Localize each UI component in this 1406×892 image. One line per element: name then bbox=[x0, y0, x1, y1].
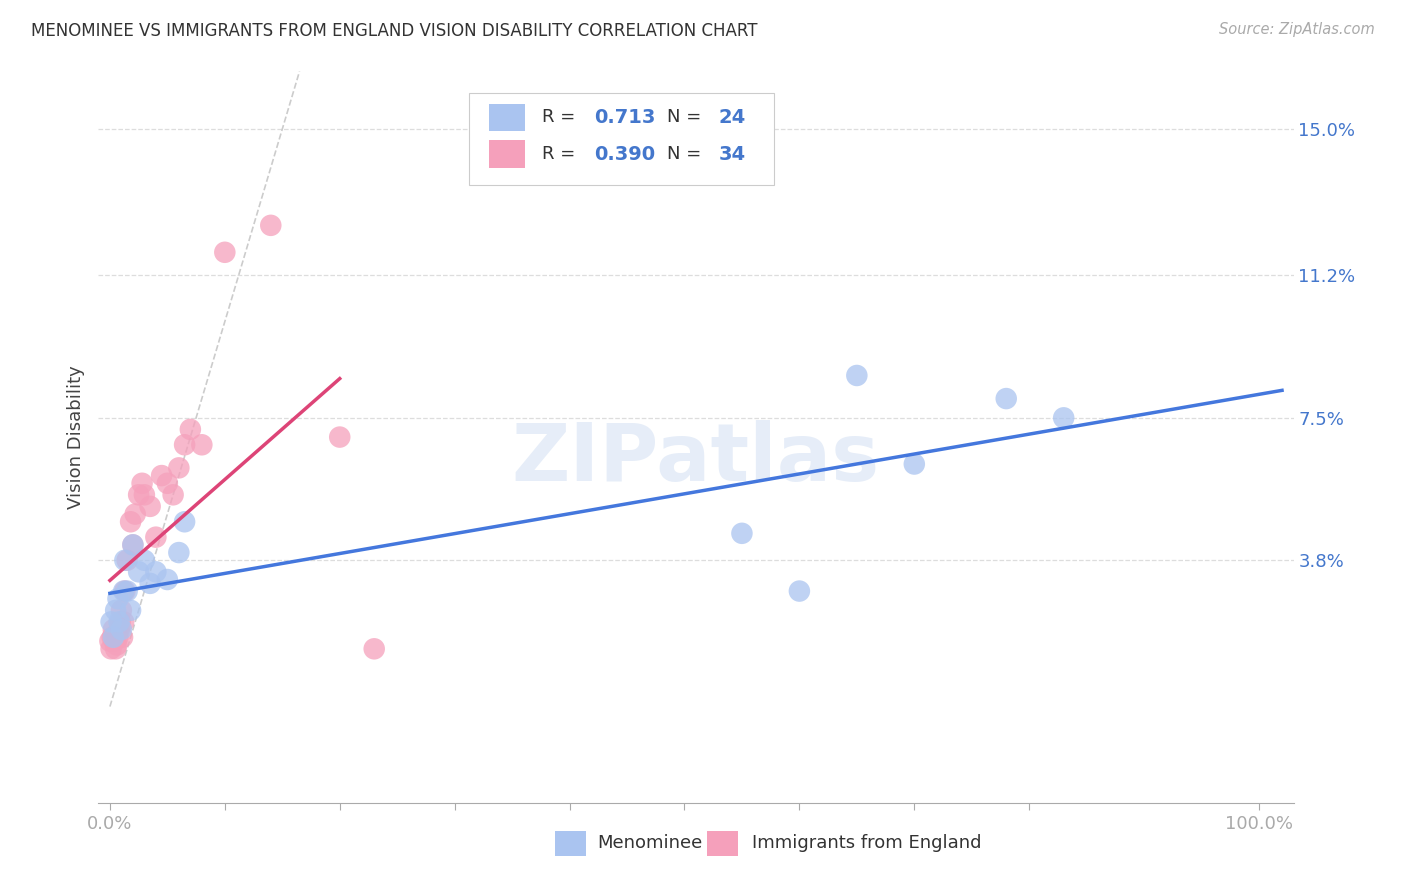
FancyBboxPatch shape bbox=[555, 831, 586, 856]
Point bbox=[115, 553, 138, 567]
Point bbox=[114, 584, 136, 599]
Y-axis label: Vision Disability: Vision Disability bbox=[66, 365, 84, 509]
Text: ZIPatlas: ZIPatlas bbox=[512, 420, 880, 498]
Point bbox=[173, 515, 195, 529]
Point bbox=[363, 641, 385, 656]
FancyBboxPatch shape bbox=[489, 103, 524, 131]
Point bbox=[167, 461, 190, 475]
FancyBboxPatch shape bbox=[707, 831, 738, 856]
Point bbox=[134, 488, 156, 502]
Point bbox=[112, 584, 135, 599]
Point bbox=[903, 457, 925, 471]
FancyBboxPatch shape bbox=[470, 94, 773, 185]
Point bbox=[145, 530, 167, 544]
Point bbox=[731, 526, 754, 541]
Point bbox=[789, 584, 811, 599]
Point bbox=[108, 615, 131, 629]
Point bbox=[100, 641, 122, 656]
Point bbox=[162, 488, 184, 502]
Text: N =: N = bbox=[668, 145, 707, 163]
Point bbox=[115, 584, 138, 599]
Point bbox=[98, 634, 121, 648]
FancyBboxPatch shape bbox=[489, 140, 524, 168]
Text: 0.390: 0.390 bbox=[595, 145, 655, 163]
Point bbox=[100, 615, 122, 629]
Text: Menominee: Menominee bbox=[598, 834, 703, 852]
Point bbox=[128, 565, 150, 579]
Point bbox=[167, 545, 190, 559]
Point bbox=[111, 630, 134, 644]
Point bbox=[107, 591, 129, 606]
Point bbox=[1053, 410, 1076, 425]
Point bbox=[120, 603, 142, 617]
Text: 0.713: 0.713 bbox=[595, 108, 655, 127]
Point bbox=[191, 438, 214, 452]
Text: 24: 24 bbox=[718, 108, 747, 127]
Point bbox=[260, 219, 283, 233]
Text: MENOMINEE VS IMMIGRANTS FROM ENGLAND VISION DISABILITY CORRELATION CHART: MENOMINEE VS IMMIGRANTS FROM ENGLAND VIS… bbox=[31, 22, 758, 40]
Point bbox=[105, 638, 128, 652]
Point bbox=[122, 538, 145, 552]
Point bbox=[145, 565, 167, 579]
Point bbox=[131, 476, 153, 491]
Point bbox=[173, 438, 195, 452]
Point bbox=[139, 576, 162, 591]
Point bbox=[128, 488, 150, 502]
Point bbox=[107, 630, 129, 644]
Point bbox=[110, 603, 132, 617]
Text: Immigrants from England: Immigrants from England bbox=[752, 834, 981, 852]
Point bbox=[103, 623, 125, 637]
Point bbox=[104, 641, 127, 656]
Point bbox=[124, 507, 146, 521]
Point bbox=[179, 422, 201, 436]
Point bbox=[112, 615, 135, 629]
Point bbox=[114, 553, 136, 567]
Point bbox=[110, 615, 132, 629]
Point bbox=[329, 430, 352, 444]
Point bbox=[214, 245, 236, 260]
Point bbox=[103, 630, 125, 644]
Text: Source: ZipAtlas.com: Source: ZipAtlas.com bbox=[1219, 22, 1375, 37]
Point bbox=[108, 623, 131, 637]
Point bbox=[120, 515, 142, 529]
Text: N =: N = bbox=[668, 109, 707, 127]
Point bbox=[995, 392, 1018, 406]
Point bbox=[156, 573, 179, 587]
Point bbox=[101, 630, 124, 644]
Text: R =: R = bbox=[541, 109, 581, 127]
Point bbox=[156, 476, 179, 491]
Point bbox=[104, 603, 127, 617]
Point bbox=[122, 538, 145, 552]
Point bbox=[134, 553, 156, 567]
Text: 34: 34 bbox=[718, 145, 745, 163]
Point bbox=[139, 500, 162, 514]
Point bbox=[110, 623, 132, 637]
Point bbox=[150, 468, 173, 483]
Point bbox=[103, 634, 125, 648]
Point bbox=[845, 368, 868, 383]
Text: R =: R = bbox=[541, 145, 581, 163]
